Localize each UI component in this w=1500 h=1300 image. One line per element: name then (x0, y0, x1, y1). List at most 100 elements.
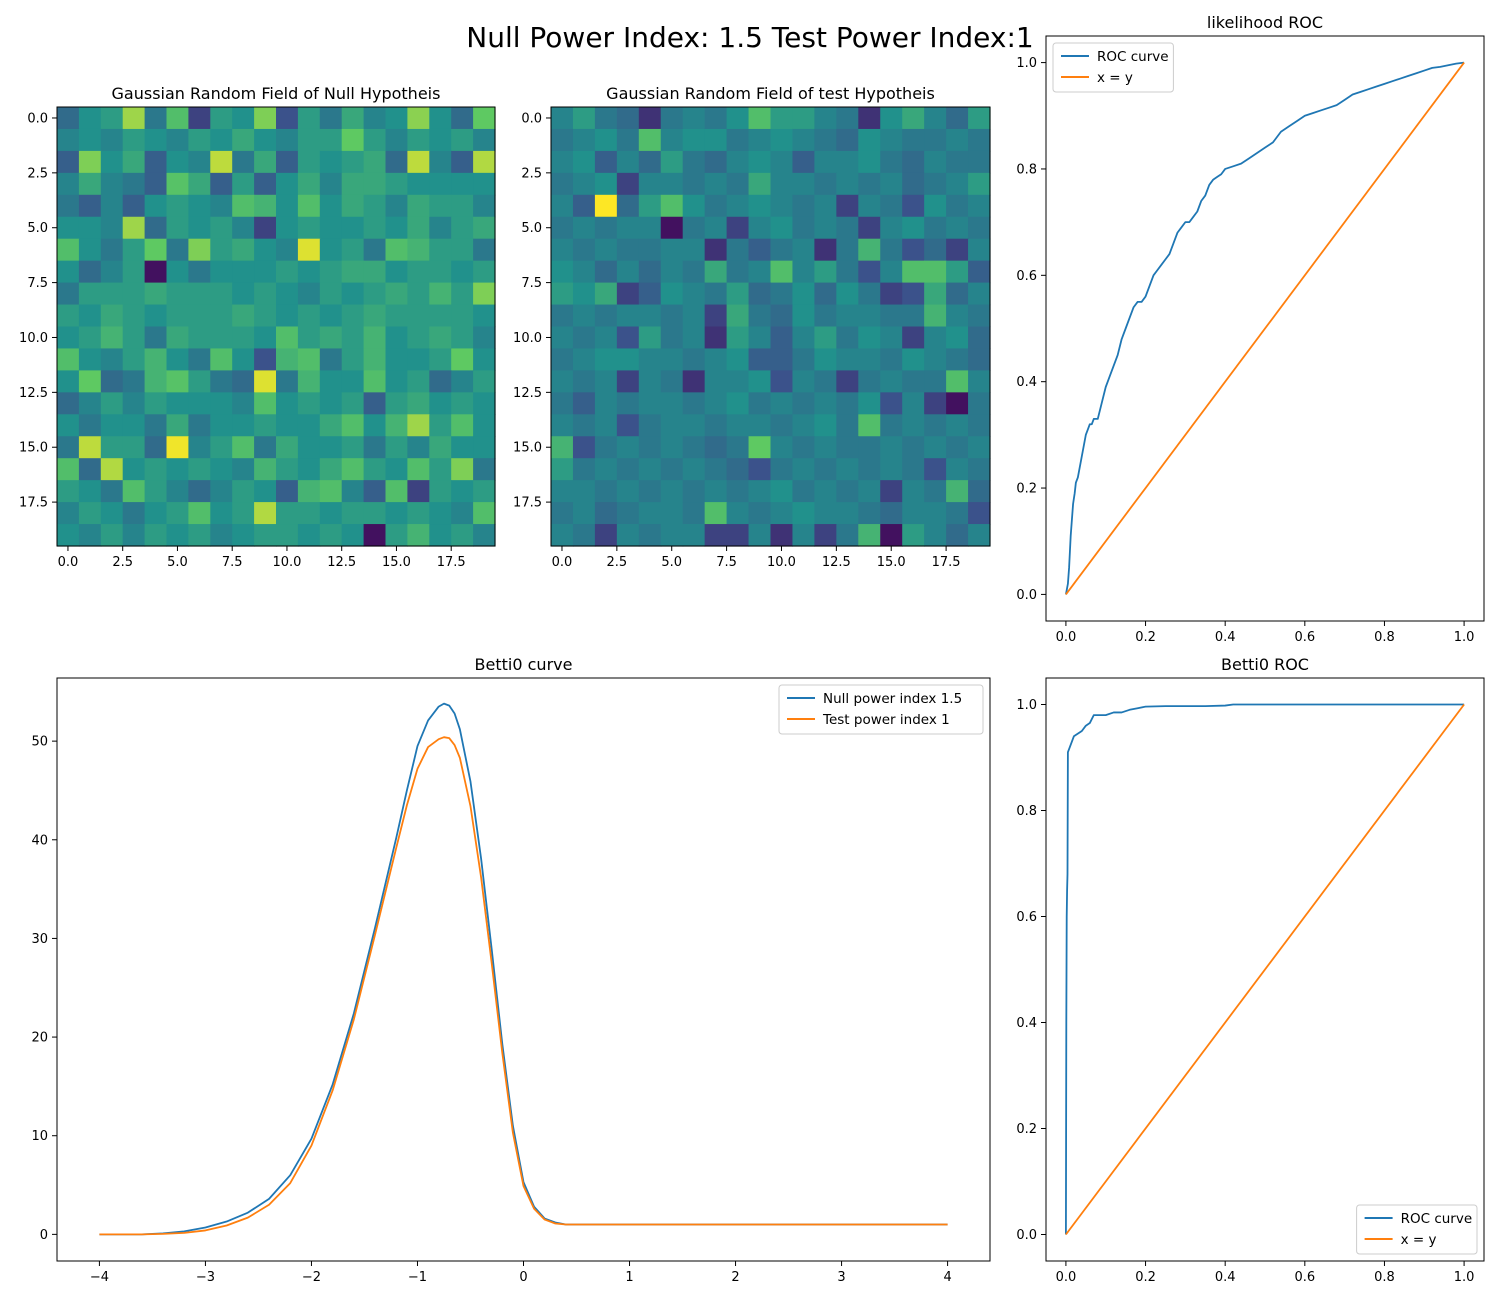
test_field-cell (594, 326, 618, 350)
test_field-cell (551, 436, 574, 459)
test_field-cell (770, 304, 794, 328)
null_field-cell (57, 392, 80, 415)
betti0_curve-xtick-label: −1 (408, 1270, 427, 1285)
test_field-cell (572, 172, 596, 196)
test_field-cell (682, 524, 706, 547)
null_field-cell (210, 414, 233, 437)
null_field-cell (122, 326, 146, 350)
null_field-cell (210, 107, 233, 130)
test_field-cell (616, 480, 640, 503)
null_field-cell (122, 480, 146, 503)
test_field-cell (660, 326, 684, 350)
null_field-cell (166, 348, 189, 371)
test_field-cell (638, 326, 662, 350)
test_field-cell (726, 172, 750, 196)
test_field-cell (814, 392, 837, 415)
test_field-cell (551, 128, 574, 152)
test_field-cell (682, 238, 706, 262)
null_field-cell (341, 150, 365, 174)
test_field-cell (770, 458, 794, 481)
null_field-cell (297, 107, 321, 130)
null_field-cell (144, 107, 168, 130)
null_field-cell (166, 194, 189, 218)
test_field-cell (858, 326, 881, 350)
test_field-cell (924, 436, 947, 459)
test_field-cell (638, 304, 662, 328)
test_field-cell (968, 348, 991, 371)
likelihood_roc-xtick-label: 0.8 (1374, 630, 1395, 645)
test_field-cell (660, 216, 684, 240)
test_field-cell (638, 458, 662, 481)
null_field-cell (341, 348, 365, 371)
null_field-cell (363, 238, 387, 262)
null_field-cell (57, 524, 80, 547)
test_field-cell (551, 107, 574, 130)
test_field-cell (638, 480, 662, 503)
null_field-cell (144, 392, 168, 415)
test_field-cell (704, 282, 728, 306)
test_field-cell (726, 480, 750, 503)
test_field-cell (792, 238, 815, 262)
test_field-cell (946, 348, 969, 371)
null_field-cell (451, 502, 474, 525)
test_field-cell (726, 304, 750, 328)
test_field-cell (551, 502, 574, 525)
test_field-cell (924, 260, 947, 284)
test_field-cell (572, 348, 596, 371)
null_field-cell (276, 150, 299, 174)
null_field-cell (363, 172, 387, 196)
test_field-cell (726, 107, 750, 130)
test_field-cell (616, 458, 640, 481)
null_field-cell (232, 326, 255, 350)
null_field-cell (297, 238, 321, 262)
null_field-cell (473, 216, 496, 240)
null_field-cell (210, 238, 233, 262)
test_field-cell (551, 260, 574, 284)
betti0_curve-xtick-label: 4 (943, 1270, 951, 1285)
test_field-cell (726, 436, 750, 459)
test_field-cell (902, 216, 925, 240)
null_field-cell (473, 502, 496, 525)
null_field-cell (341, 458, 365, 481)
null_field-cell (254, 458, 277, 481)
null_field-cell (210, 524, 233, 547)
null_field-cell (78, 392, 102, 415)
null_field-cell (232, 260, 255, 284)
test_field-cell (594, 480, 618, 503)
null_field-cell (122, 458, 146, 481)
null_field-cell (363, 458, 387, 481)
test_field-cell (616, 260, 640, 284)
null_field-cell (319, 282, 343, 306)
null_field-cell (188, 128, 211, 152)
test_field-cell (924, 107, 947, 130)
null_field-cell (319, 414, 343, 437)
null_field-cell (385, 502, 408, 525)
test_field-cell (551, 216, 574, 240)
null_field-cell (254, 238, 277, 262)
betti0_roc-ytick-label: 0.6 (1016, 910, 1037, 925)
test_field-cell (682, 480, 706, 503)
null_field-cell (319, 260, 343, 284)
null_field-cell (385, 150, 408, 174)
test_field-cell (792, 502, 815, 525)
null_field-cell (210, 480, 233, 503)
null_field-cell (78, 150, 102, 174)
likelihood_roc-xtick-label: 0.6 (1294, 630, 1315, 645)
test_field-cell (946, 150, 969, 174)
test_field-cell (638, 260, 662, 284)
test_field-cell (836, 172, 859, 196)
test_field-cell (858, 502, 881, 525)
betti0_curve-series-line-0 (99, 702, 948, 1236)
null_field-cell (122, 150, 146, 174)
null_field-cell (407, 414, 430, 437)
null_field-cell (451, 282, 474, 306)
null_field-cell (363, 194, 387, 218)
test_field-cell (616, 282, 640, 306)
null_field-cell (57, 436, 80, 459)
likelihood_roc-legend-label: ROC curve (1097, 49, 1169, 65)
test_field-cell (616, 304, 640, 328)
null_field-cell (363, 150, 387, 174)
null_field-cell (57, 150, 80, 174)
null_field-cell (57, 370, 80, 393)
test_field-cell (748, 326, 772, 350)
